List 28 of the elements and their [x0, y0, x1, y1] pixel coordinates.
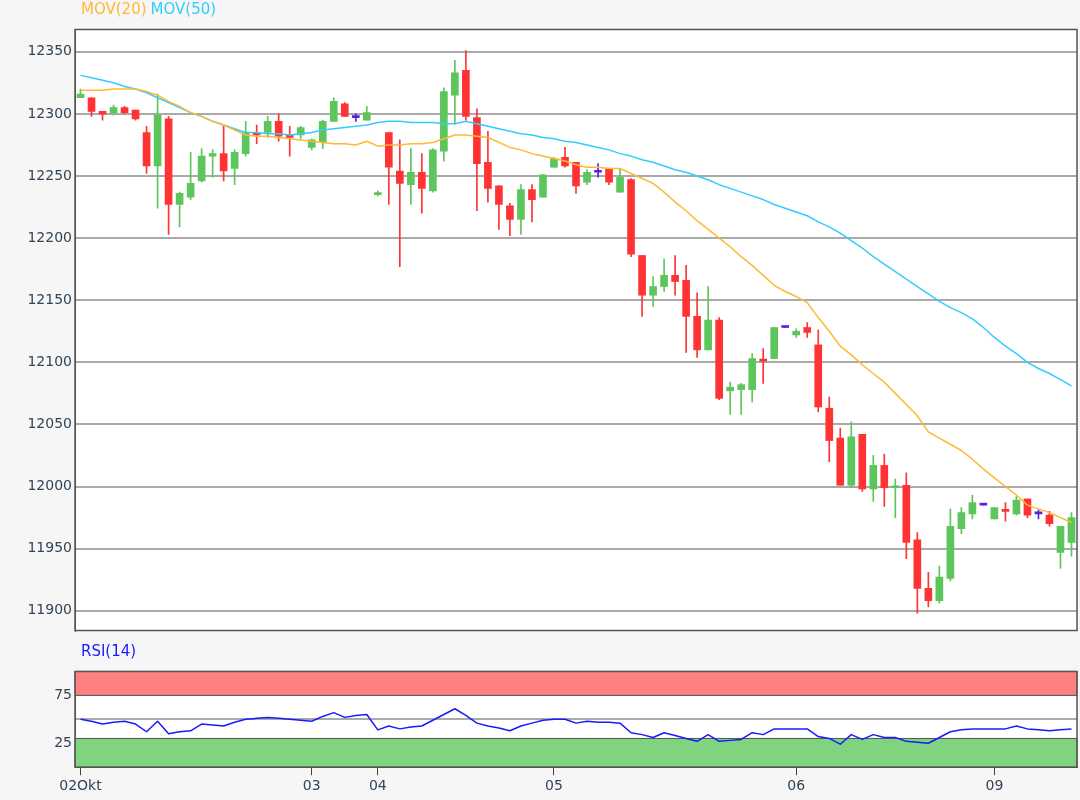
- text: RSI(14): [81, 642, 137, 660]
- x-tick-label: 09: [985, 777, 1004, 794]
- y-tick-label: 12000: [27, 477, 72, 494]
- y-tick-label: 11950: [27, 539, 72, 556]
- x-tick-label: 06: [787, 777, 806, 794]
- y-tick-label: 12300: [27, 104, 72, 121]
- candlestick: [770, 327, 779, 359]
- y-tick-label: 11900: [27, 601, 72, 618]
- candlestick: [594, 163, 602, 178]
- y-tick-label: 12050: [27, 415, 72, 432]
- x-tick-label: 04: [368, 777, 387, 794]
- candlestick: [373, 190, 382, 197]
- candlestick: [891, 478, 900, 518]
- y-tick-label: 12350: [27, 42, 72, 59]
- x-tick-label: 05: [545, 777, 563, 794]
- x-tick-label: 03: [302, 777, 321, 794]
- candlestick: [539, 174, 547, 198]
- y-tick-label: 12100: [27, 352, 72, 369]
- text: MOV(20): [81, 0, 147, 18]
- y-tick-label: 12200: [27, 228, 72, 245]
- candlestick: [781, 325, 790, 328]
- y-tick-label: 12250: [27, 166, 72, 183]
- y-tick-label: 75: [54, 685, 72, 702]
- x-tick-label: 02Okt: [59, 777, 103, 794]
- text: MOV(50): [150, 0, 217, 18]
- y-tick-label: 12150: [27, 290, 72, 307]
- candlestick: [351, 113, 360, 122]
- y-tick-label: 25: [54, 733, 72, 750]
